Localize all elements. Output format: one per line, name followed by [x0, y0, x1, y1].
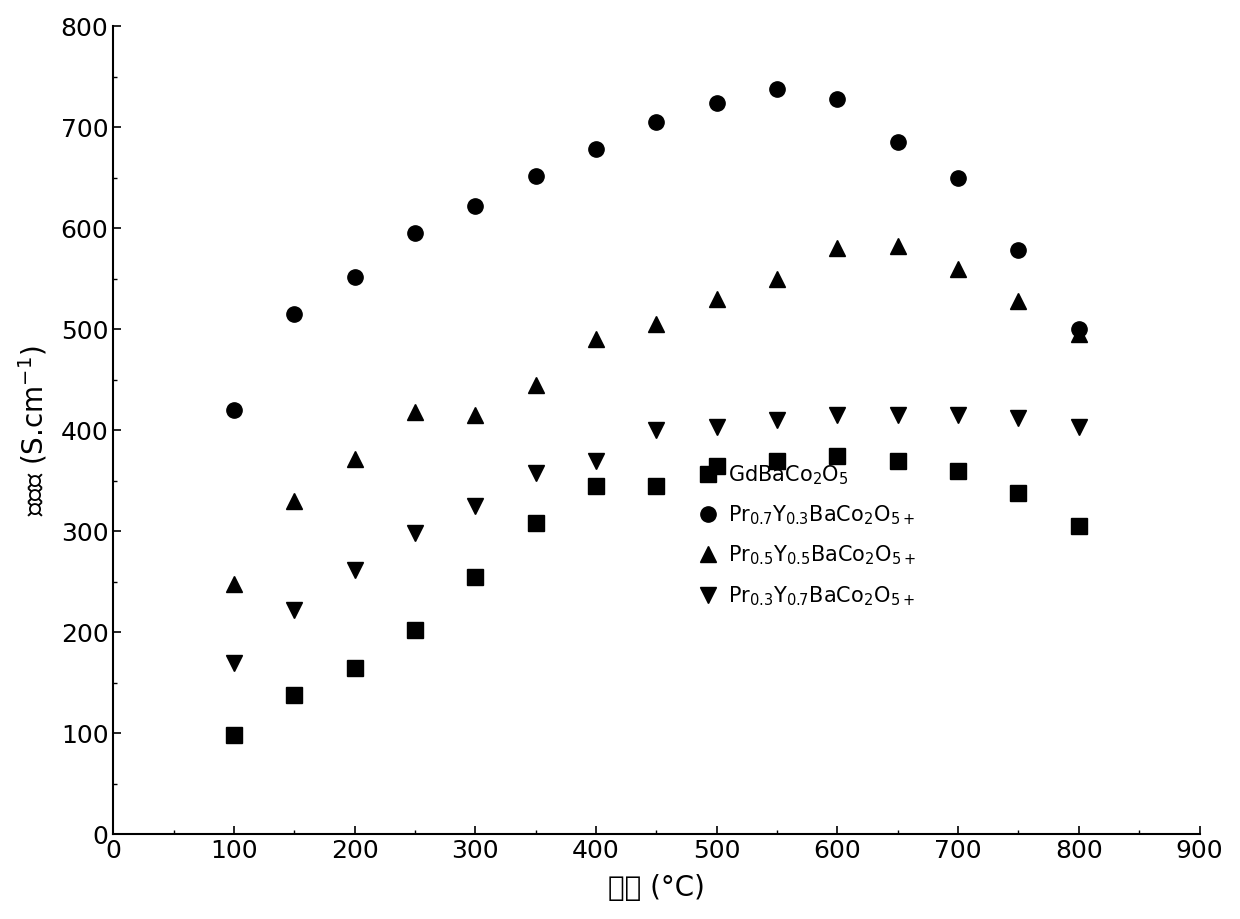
Line: Pr$_{0.5}$Y$_{0.5}$BaCo$_2$O$_{5+}$: Pr$_{0.5}$Y$_{0.5}$BaCo$_2$O$_{5+}$ [227, 239, 1086, 592]
Pr$_{0.7}$Y$_{0.3}$BaCo$_2$O$_{5+}$ [770, 84, 785, 95]
Pr$_{0.5}$Y$_{0.5}$BaCo$_2$O$_{5+}$ [951, 263, 966, 274]
Line: GdBaCo$_2$O$_5$: GdBaCo$_2$O$_5$ [227, 448, 1086, 743]
Pr$_{0.5}$Y$_{0.5}$BaCo$_2$O$_{5+}$ [709, 293, 724, 304]
Pr$_{0.7}$Y$_{0.3}$BaCo$_2$O$_{5+}$ [227, 404, 242, 415]
GdBaCo$_2$O$_5$ [227, 730, 242, 741]
Pr$_{0.7}$Y$_{0.3}$BaCo$_2$O$_{5+}$ [951, 172, 966, 183]
Pr$_{0.7}$Y$_{0.3}$BaCo$_2$O$_{5+}$ [589, 144, 604, 155]
Pr$_{0.3}$Y$_{0.7}$BaCo$_2$O$_{5+}$ [589, 455, 604, 466]
GdBaCo$_2$O$_5$ [408, 625, 423, 636]
Pr$_{0.5}$Y$_{0.5}$BaCo$_2$O$_{5+}$ [227, 578, 242, 589]
Pr$_{0.3}$Y$_{0.7}$BaCo$_2$O$_{5+}$ [770, 414, 785, 425]
Pr$_{0.7}$Y$_{0.3}$BaCo$_2$O$_{5+}$ [1011, 245, 1025, 256]
GdBaCo$_2$O$_5$ [1011, 487, 1025, 498]
GdBaCo$_2$O$_5$ [528, 517, 543, 528]
Line: Pr$_{0.7}$Y$_{0.3}$BaCo$_2$O$_{5+}$: Pr$_{0.7}$Y$_{0.3}$BaCo$_2$O$_{5+}$ [227, 81, 1086, 418]
GdBaCo$_2$O$_5$ [1071, 521, 1086, 532]
X-axis label: 温度 (°C): 温度 (°C) [608, 874, 704, 902]
Pr$_{0.5}$Y$_{0.5}$BaCo$_2$O$_{5+}$ [830, 243, 844, 254]
Pr$_{0.3}$Y$_{0.7}$BaCo$_2$O$_{5+}$ [227, 657, 242, 668]
Pr$_{0.7}$Y$_{0.3}$BaCo$_2$O$_{5+}$ [649, 117, 663, 128]
Pr$_{0.7}$Y$_{0.3}$BaCo$_2$O$_{5+}$ [830, 94, 844, 105]
Pr$_{0.3}$Y$_{0.7}$BaCo$_2$O$_{5+}$ [1011, 413, 1025, 424]
Pr$_{0.7}$Y$_{0.3}$BaCo$_2$O$_{5+}$ [1071, 323, 1086, 335]
GdBaCo$_2$O$_5$ [286, 689, 301, 700]
Pr$_{0.7}$Y$_{0.3}$BaCo$_2$O$_{5+}$ [286, 309, 301, 320]
Pr$_{0.3}$Y$_{0.7}$BaCo$_2$O$_{5+}$ [830, 410, 844, 421]
Pr$_{0.3}$Y$_{0.7}$BaCo$_2$O$_{5+}$ [951, 410, 966, 421]
GdBaCo$_2$O$_5$ [709, 460, 724, 471]
Pr$_{0.5}$Y$_{0.5}$BaCo$_2$O$_{5+}$ [770, 273, 785, 284]
Legend: GdBaCo$_2$O$_5$, Pr$_{0.7}$Y$_{0.3}$BaCo$_2$O$_{5+}$, Pr$_{0.5}$Y$_{0.5}$BaCo$_2: GdBaCo$_2$O$_5$, Pr$_{0.7}$Y$_{0.3}$BaCo… [693, 455, 924, 616]
Pr$_{0.3}$Y$_{0.7}$BaCo$_2$O$_{5+}$ [528, 467, 543, 478]
Pr$_{0.3}$Y$_{0.7}$BaCo$_2$O$_{5+}$ [649, 425, 663, 436]
Pr$_{0.5}$Y$_{0.5}$BaCo$_2$O$_{5+}$ [1011, 295, 1025, 306]
Pr$_{0.5}$Y$_{0.5}$BaCo$_2$O$_{5+}$ [649, 319, 663, 330]
Pr$_{0.3}$Y$_{0.7}$BaCo$_2$O$_{5+}$ [408, 528, 423, 539]
Pr$_{0.5}$Y$_{0.5}$BaCo$_2$O$_{5+}$ [347, 453, 362, 464]
Pr$_{0.3}$Y$_{0.7}$BaCo$_2$O$_{5+}$ [890, 410, 905, 421]
Pr$_{0.5}$Y$_{0.5}$BaCo$_2$O$_{5+}$ [467, 410, 482, 421]
Pr$_{0.7}$Y$_{0.3}$BaCo$_2$O$_{5+}$ [347, 271, 362, 282]
Pr$_{0.5}$Y$_{0.5}$BaCo$_2$O$_{5+}$ [528, 380, 543, 391]
GdBaCo$_2$O$_5$ [347, 663, 362, 674]
Pr$_{0.3}$Y$_{0.7}$BaCo$_2$O$_{5+}$ [347, 564, 362, 575]
Pr$_{0.5}$Y$_{0.5}$BaCo$_2$O$_{5+}$ [1071, 329, 1086, 340]
Pr$_{0.7}$Y$_{0.3}$BaCo$_2$O$_{5+}$ [467, 200, 482, 211]
Pr$_{0.3}$Y$_{0.7}$BaCo$_2$O$_{5+}$ [709, 422, 724, 433]
Line: Pr$_{0.3}$Y$_{0.7}$BaCo$_2$O$_{5+}$: Pr$_{0.3}$Y$_{0.7}$BaCo$_2$O$_{5+}$ [227, 407, 1086, 670]
GdBaCo$_2$O$_5$ [890, 455, 905, 466]
Y-axis label: 电导率 (S.cm$^{-1}$): 电导率 (S.cm$^{-1}$) [16, 345, 50, 516]
GdBaCo$_2$O$_5$ [770, 455, 785, 466]
Pr$_{0.3}$Y$_{0.7}$BaCo$_2$O$_{5+}$ [467, 501, 482, 512]
Pr$_{0.7}$Y$_{0.3}$BaCo$_2$O$_{5+}$ [408, 228, 423, 239]
GdBaCo$_2$O$_5$ [589, 481, 604, 492]
Pr$_{0.5}$Y$_{0.5}$BaCo$_2$O$_{5+}$ [408, 406, 423, 417]
GdBaCo$_2$O$_5$ [467, 572, 482, 583]
Pr$_{0.7}$Y$_{0.3}$BaCo$_2$O$_{5+}$ [528, 170, 543, 181]
Pr$_{0.3}$Y$_{0.7}$BaCo$_2$O$_{5+}$ [286, 605, 301, 616]
GdBaCo$_2$O$_5$ [951, 465, 966, 476]
Pr$_{0.3}$Y$_{0.7}$BaCo$_2$O$_{5+}$ [1071, 422, 1086, 433]
Pr$_{0.7}$Y$_{0.3}$BaCo$_2$O$_{5+}$ [709, 97, 724, 108]
GdBaCo$_2$O$_5$ [649, 481, 663, 492]
GdBaCo$_2$O$_5$ [830, 450, 844, 461]
Pr$_{0.7}$Y$_{0.3}$BaCo$_2$O$_{5+}$ [890, 137, 905, 148]
Pr$_{0.5}$Y$_{0.5}$BaCo$_2$O$_{5+}$ [286, 495, 301, 506]
Pr$_{0.5}$Y$_{0.5}$BaCo$_2$O$_{5+}$ [589, 334, 604, 345]
Pr$_{0.5}$Y$_{0.5}$BaCo$_2$O$_{5+}$ [890, 241, 905, 252]
